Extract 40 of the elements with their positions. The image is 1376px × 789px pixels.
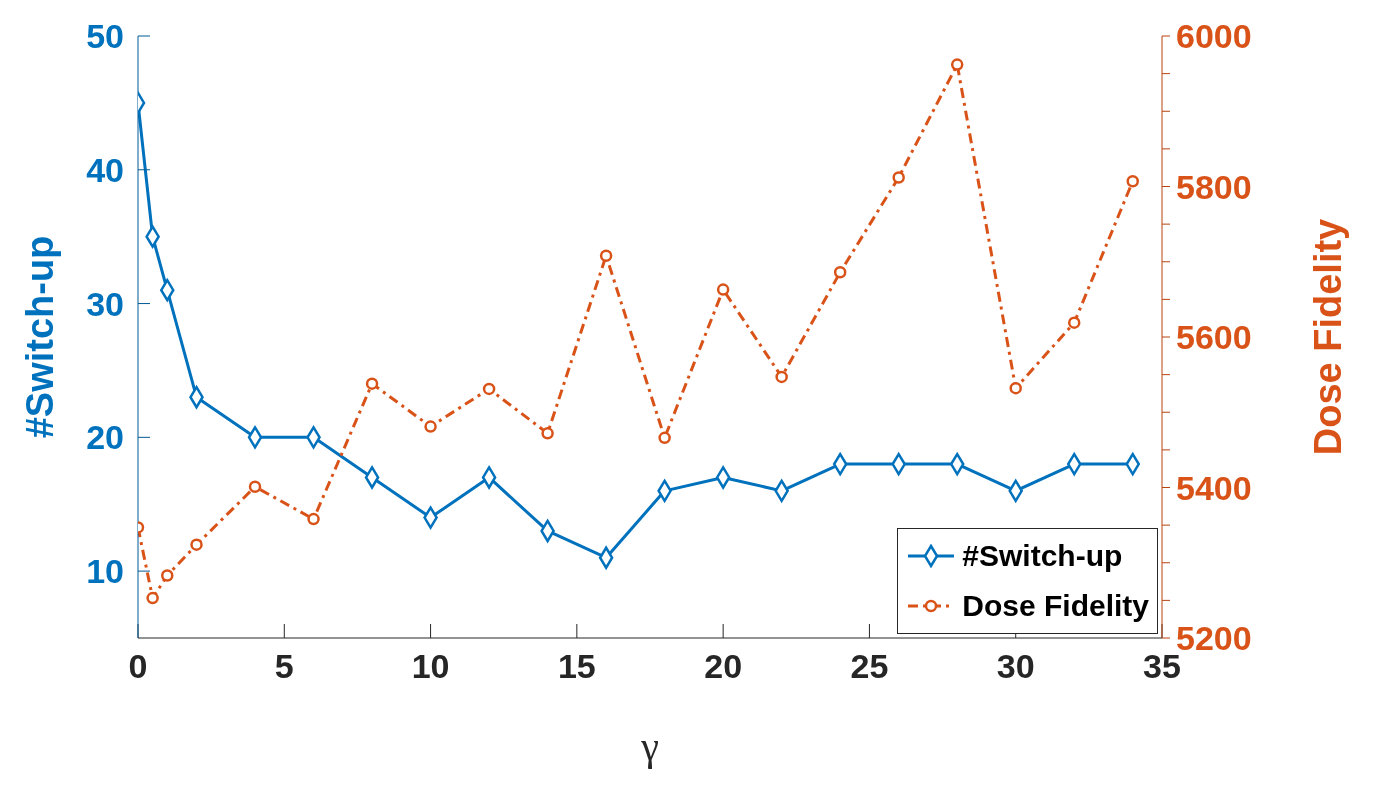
point [833,266,847,279]
point [307,512,320,526]
point [424,420,437,433]
point [146,591,159,605]
x-tick-label: 0 [128,647,148,686]
y2-tick-label: 5800 [1176,167,1252,206]
x-tick-label: 5 [274,647,294,686]
y-tick-label: 30 [86,284,124,323]
point [775,370,788,384]
y-axis-title: #Switch-up [19,235,62,439]
x-tick-label: 15 [557,647,596,686]
legend-label: #Switch-up [962,538,1123,574]
point [482,382,496,396]
point [161,569,174,582]
point [1067,316,1081,329]
x-tick-label: 30 [996,647,1035,686]
y2-axis-title: Dose Fidelity [1307,218,1350,456]
point [950,58,964,71]
point [658,431,671,445]
x-axis-title: γ [640,724,659,769]
point [599,249,613,262]
x-tick-label: 25 [850,647,889,686]
point [1126,174,1139,188]
point [365,377,379,390]
y-tick-label: 20 [86,418,124,457]
point [716,283,730,296]
y2-tick-label: 6000 [1176,17,1252,56]
y2-tick-label: 5400 [1176,468,1252,507]
point [190,538,203,551]
x-tick-label: 20 [704,647,743,686]
y-tick-label: 40 [86,150,124,189]
y-tick-label: 10 [86,552,124,591]
point [541,427,554,440]
x-tick-label: 10 [411,647,450,686]
point [1009,381,1022,395]
legend-label: Dose Fidelity [962,588,1149,624]
point [892,171,905,184]
y2-tick-label: 5600 [1176,318,1252,357]
y-tick-label: 50 [86,17,124,56]
point [248,480,262,493]
